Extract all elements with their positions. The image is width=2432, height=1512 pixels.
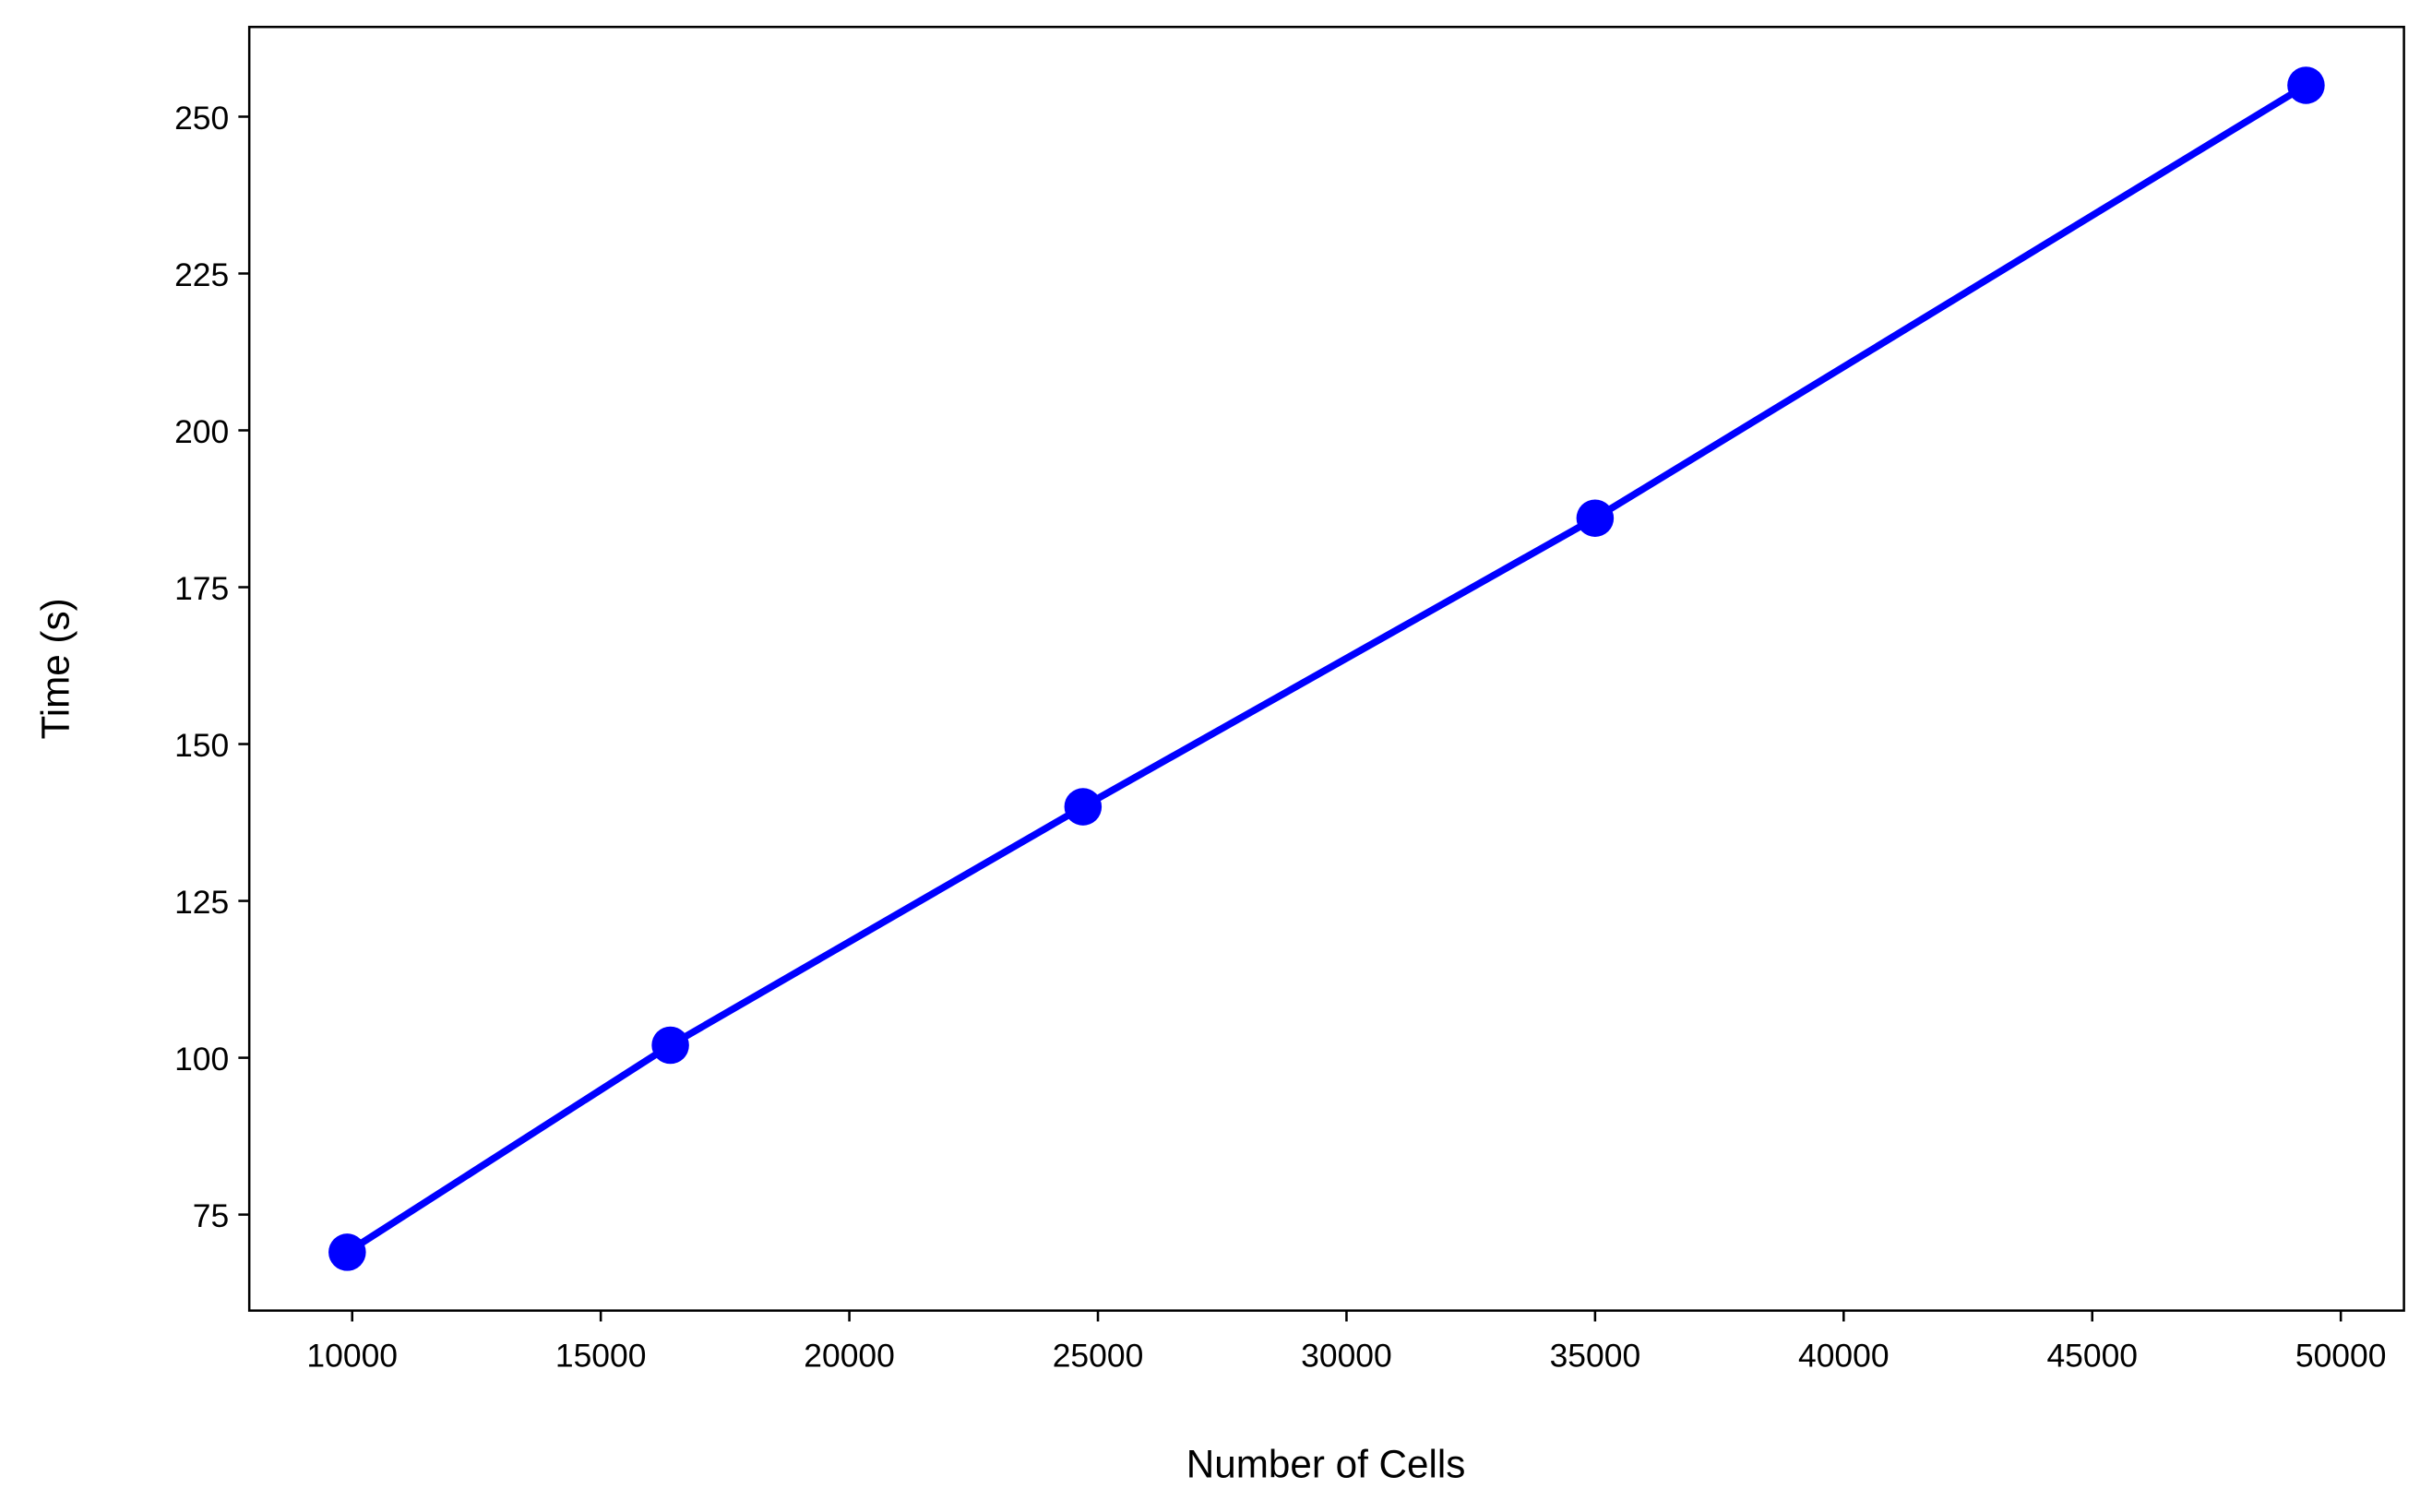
y-tick-label: 225: [174, 256, 229, 293]
data-point: [328, 1233, 366, 1271]
data-point: [2287, 66, 2325, 104]
x-tick-label: 25000: [1053, 1337, 1144, 1374]
x-axis-label: Number of Cells: [1186, 1442, 1466, 1485]
x-tick-label: 40000: [1798, 1337, 1890, 1374]
y-tick-label: 250: [174, 100, 229, 137]
y-tick-label: 125: [174, 884, 229, 921]
series-line: [345, 82, 2308, 1256]
x-tick-label: 10000: [306, 1337, 398, 1374]
data-point: [1576, 499, 1615, 537]
y-tick-label: 175: [174, 570, 229, 607]
y-tick-label: 150: [174, 727, 229, 764]
data-point: [1064, 788, 1103, 826]
plot-frame: [247, 25, 2405, 1312]
y-tick-label: 200: [174, 413, 229, 450]
x-tick-label: 30000: [1301, 1337, 1392, 1374]
data-point: [651, 1026, 689, 1065]
x-tick-label: 15000: [555, 1337, 647, 1374]
x-tick-label: 35000: [1550, 1337, 1641, 1374]
y-axis-label: Time (s): [33, 598, 77, 739]
x-tick-label: 50000: [2295, 1337, 2387, 1374]
y-tick-label: 75: [193, 1197, 229, 1234]
x-tick-label: 45000: [2046, 1337, 2138, 1374]
x-tick-label: 20000: [804, 1337, 895, 1374]
y-tick-label: 100: [174, 1041, 229, 1077]
